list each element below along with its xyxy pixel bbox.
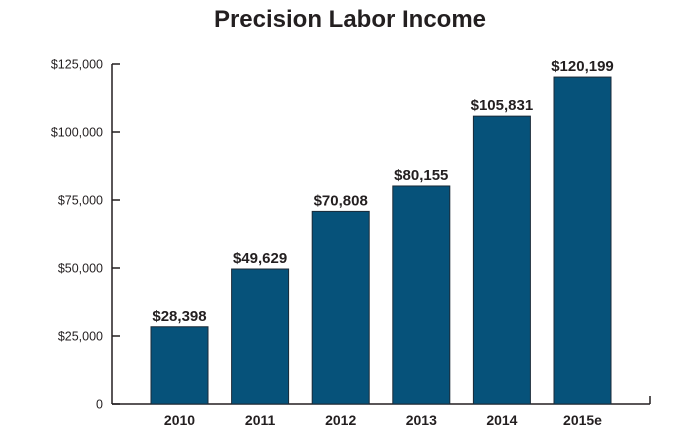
- data-label-2013: $80,155: [394, 167, 448, 184]
- data-label-2012: $70,808: [314, 192, 368, 209]
- bar-2014: [472, 115, 531, 405]
- data-label-2015e: $120,199: [551, 58, 614, 75]
- labels: 0 $25,000 $50,000 $75,000 $100,000 $125,000 $2…: [51, 58, 614, 429]
- data-label-2010: $28,398: [152, 308, 206, 325]
- x-tick-label-2011: 2011: [245, 412, 276, 428]
- x-tick-label-2014: 2014: [486, 412, 517, 428]
- chart-title: Precision Labor Income: [213, 6, 487, 33]
- data-label-2011: $49,629: [233, 250, 287, 267]
- y-tick-label: $75,000: [58, 194, 103, 208]
- bar-2015e: [553, 76, 612, 405]
- bar-2012: [311, 210, 370, 405]
- bar-2013: [392, 185, 451, 405]
- y-tick-label: $50,000: [58, 262, 103, 276]
- data-label-2014: $105,831: [471, 97, 534, 114]
- x-tick-label-2013: 2013: [406, 412, 437, 428]
- x-tick-label-2010: 2010: [164, 412, 195, 428]
- y-tick-label: $100,000: [51, 126, 103, 140]
- bar-2010: [150, 326, 209, 405]
- y-tick-label: $25,000: [58, 330, 103, 344]
- bars: [150, 76, 612, 405]
- y-tick-label: $125,000: [51, 58, 103, 72]
- bar-2011: [231, 268, 290, 405]
- y-tick-label: 0: [96, 398, 103, 412]
- x-tick-label-2012: 2012: [325, 412, 356, 428]
- x-tick-label-2015e: 2015e: [563, 412, 602, 428]
